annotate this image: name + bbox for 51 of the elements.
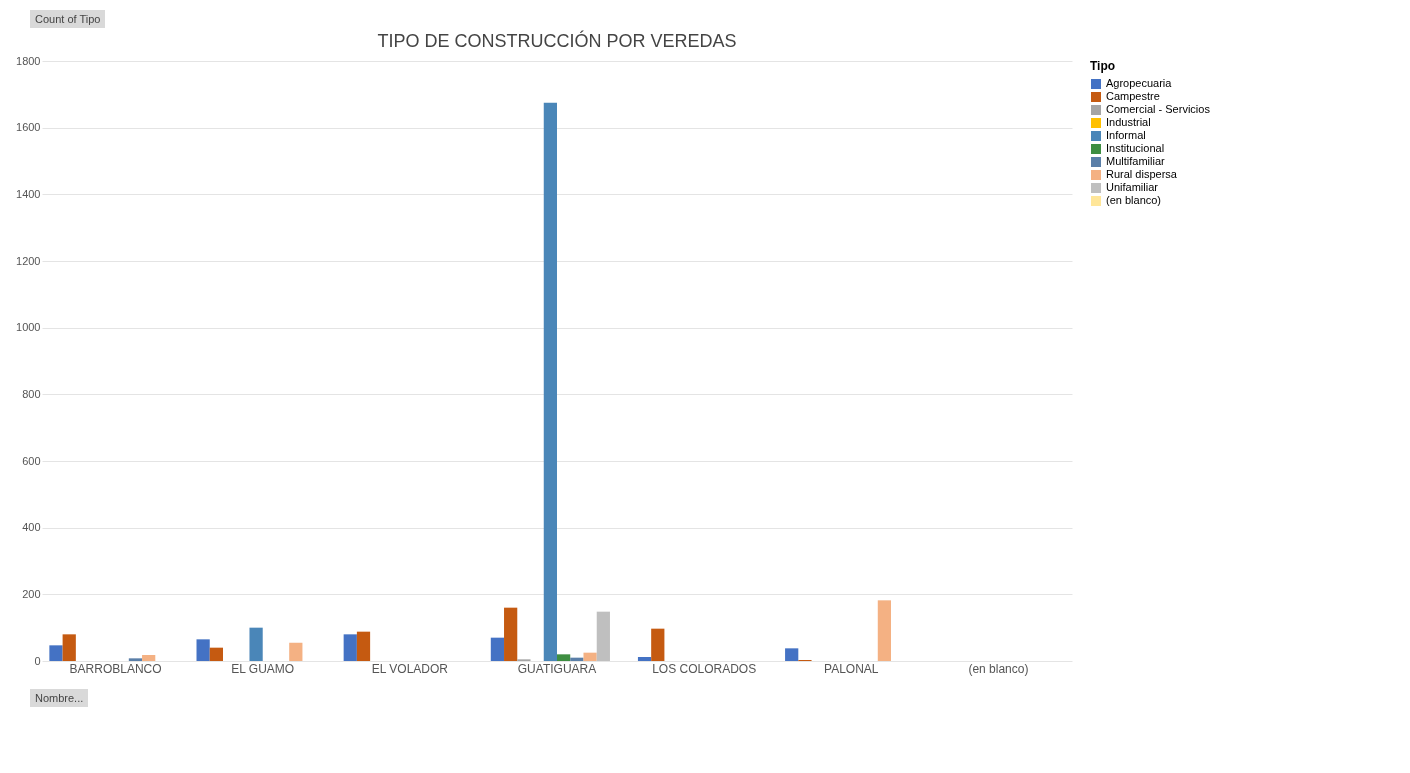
x-tick-label: EL VOLADOR <box>371 661 449 676</box>
bar <box>583 652 597 661</box>
x-tick-label: BARROBLANCO <box>69 661 162 676</box>
legend-label: Multifamiliar <box>1106 155 1166 167</box>
bar <box>209 647 223 661</box>
legend-title: Tipo <box>1090 59 1116 73</box>
bar <box>289 642 303 661</box>
bar <box>62 634 76 661</box>
bar <box>128 658 143 661</box>
legend-label: Informal <box>1106 129 1146 141</box>
bar <box>557 654 571 661</box>
legend-label: Campestre <box>1106 90 1160 102</box>
y-tick-label: 400 <box>22 521 41 534</box>
text: Count of Tipo <box>30 10 106 28</box>
y-tick-label: 1600 <box>16 121 41 134</box>
bar <box>49 645 63 661</box>
text: Nombre... <box>30 689 89 707</box>
bar <box>196 639 210 661</box>
x-tick-label: EL GUAMO <box>231 661 295 676</box>
bar <box>490 637 505 661</box>
y-tick-label: 1000 <box>16 321 41 334</box>
bar <box>543 102 557 661</box>
y-tick-label: 1800 <box>16 54 41 67</box>
legend-label: (en blanco) <box>1106 194 1162 206</box>
legend-label: Agropecuaria <box>1106 77 1173 89</box>
bar <box>343 634 357 661</box>
y-tick-label: 600 <box>22 454 41 467</box>
bar <box>142 655 156 661</box>
bar <box>877 600 892 661</box>
y-tick-label: 1200 <box>16 254 41 267</box>
y-tick-label: 200 <box>22 587 41 600</box>
bar <box>504 607 518 661</box>
bar <box>249 627 263 661</box>
bar <box>356 631 371 661</box>
x-tick-label: PALONAL <box>824 661 879 676</box>
bar <box>596 611 610 661</box>
y-tick-label: 0 <box>34 654 41 667</box>
legend-label: Comercial - Servicios <box>1106 103 1211 115</box>
bar <box>785 648 799 661</box>
x-tick-label: (en blanco) <box>968 661 1029 676</box>
legend-label: Institucional <box>1106 142 1165 154</box>
y-tick-label: 800 <box>22 387 41 400</box>
legend-label: Industrial <box>1106 116 1151 128</box>
x-tick-label: GUATIGUARA <box>517 661 597 676</box>
chart-title: TIPO DE CONSTRUCCIÓN POR VEREDAS <box>377 30 737 51</box>
legend-label: Unifamiliar <box>1106 181 1159 193</box>
legend-label: Rural dispersa <box>1106 168 1178 180</box>
x-tick-label: LOS COLORADOS <box>652 661 757 676</box>
bar <box>637 657 652 661</box>
bar <box>651 628 665 661</box>
y-tick-label: 1400 <box>16 187 41 200</box>
